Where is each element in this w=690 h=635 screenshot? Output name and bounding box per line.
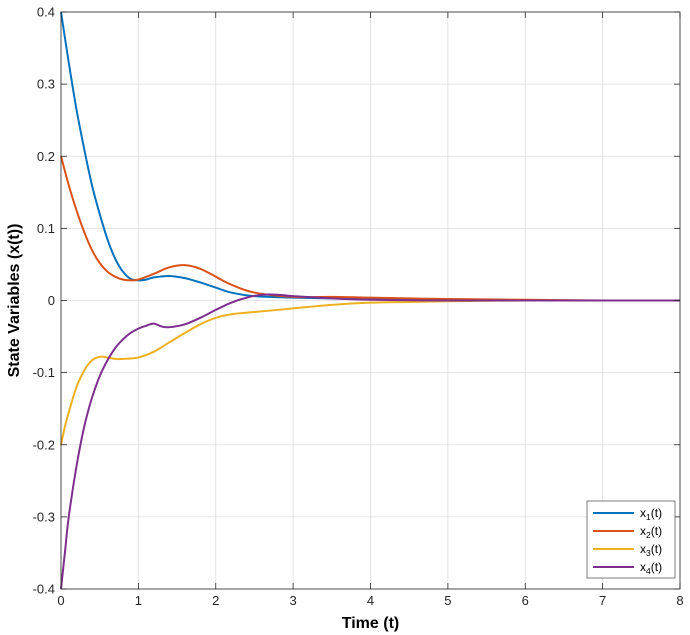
y-tick-label: 0.1 (37, 221, 55, 236)
legend-label-subscript: 4 (646, 566, 651, 576)
series-line-x4 (60, 293, 680, 590)
series-line-x3 (60, 299, 680, 445)
legend: x1(t)x2(t)x3(t)x4(t) (586, 500, 676, 579)
legend-label-subscript: 3 (646, 548, 651, 558)
y-axis-label: State Variables (x(t)) (6, 224, 23, 378)
x-tick-label: 1 (135, 593, 142, 608)
y-tick-labels: -0.4 -0.3 -0.2 -0.1 0 0.1 0.2 0.3 0.4 (33, 5, 55, 597)
x-tick-label: 7 (599, 593, 606, 608)
x-axis-label: Time (t) (342, 615, 399, 632)
series-line-x2 (60, 155, 681, 302)
axis-ticks (60, 11, 681, 590)
y-tick-label: -0.1 (33, 365, 55, 380)
y-tick-label: 0.4 (37, 5, 55, 20)
y-tick-label: -0.3 (33, 509, 55, 524)
legend-label-suffix: (t) (651, 560, 662, 574)
legend-label-x1: x1(t) (640, 506, 662, 522)
y-tick-label: 0 (48, 293, 55, 308)
legend-label-base: x (640, 560, 646, 574)
legend-label-suffix: (t) (651, 524, 662, 538)
legend-label-base: x (640, 506, 646, 520)
x-tick-label: 8 (676, 593, 683, 608)
legend-label-x2: x2(t) (640, 524, 662, 540)
legend-label-base: x (640, 542, 646, 556)
x-tick-label: 6 (522, 593, 529, 608)
x-tick-label: 3 (290, 593, 297, 608)
legend-label-subscript: 2 (646, 530, 651, 540)
x-tick-label: 5 (444, 593, 451, 608)
legend-label-x4: x4(t) (640, 560, 662, 576)
x-tick-labels: 0 1 2 3 4 5 6 7 8 (57, 593, 683, 608)
legend-label-subscript: 1 (646, 512, 651, 522)
y-tick-label: 0.2 (37, 149, 55, 164)
legend-label-x3: x3(t) (640, 542, 662, 558)
legend-label-base: x (640, 524, 646, 538)
legend-label-suffix: (t) (651, 542, 662, 556)
y-tick-label: 0.3 (37, 77, 55, 92)
series-lines (60, 11, 681, 590)
x-tick-label: 2 (212, 593, 219, 608)
y-tick-label: -0.4 (33, 582, 55, 597)
legend-label-suffix: (t) (651, 506, 662, 520)
x-tick-label: 4 (367, 593, 374, 608)
x-tick-label: 0 (57, 593, 64, 608)
y-tick-label: -0.2 (33, 437, 55, 452)
